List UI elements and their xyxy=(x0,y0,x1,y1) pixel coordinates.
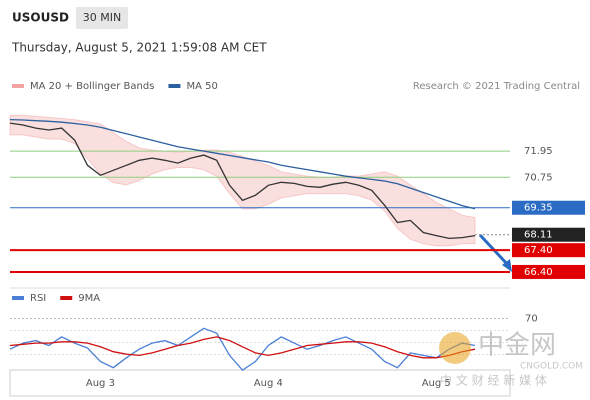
level-label: 67.40 xyxy=(524,245,553,256)
series-line xyxy=(9,336,476,359)
y-tick-label: 70 xyxy=(525,313,538,324)
interval[interactable]: 30 MIN xyxy=(83,11,121,24)
legend-swatch xyxy=(12,84,24,88)
legend-label: RSI xyxy=(30,293,46,304)
level-label-box xyxy=(512,200,585,215)
level-label-box xyxy=(512,243,585,258)
datetime: Thursday, August 5, 2021 1:59:08 AM CET xyxy=(11,41,267,55)
watermark-site: CNGOLD.COM xyxy=(520,362,583,372)
level-label: 69.35 xyxy=(524,203,553,214)
series-line xyxy=(9,118,476,210)
x-tick-label: Aug 3 xyxy=(86,378,115,389)
legend-label: MA 50 xyxy=(186,81,217,92)
series-line xyxy=(9,327,476,372)
legend-swatch xyxy=(168,84,181,88)
x-tick-label: Aug 5 xyxy=(422,378,451,389)
watermark: 中金网 CNGOLD.COM 中 文 财 经 新 媒 体 xyxy=(439,331,583,388)
symbol: USOUSD xyxy=(12,11,69,25)
interval-button[interactable] xyxy=(76,7,128,29)
legend-swatch xyxy=(60,296,73,300)
level-label-box xyxy=(512,227,585,242)
level-label: 66.40 xyxy=(524,267,553,278)
level-label-box xyxy=(512,264,585,279)
x-tick-label: Aug 4 xyxy=(254,378,283,389)
forecast-arrow-head xyxy=(502,259,512,272)
series-line xyxy=(9,122,476,240)
level-label: 71.95 xyxy=(524,146,553,157)
legend-label: MA 20 + Bollinger Bands xyxy=(30,81,154,92)
level-label: 68.11 xyxy=(524,230,553,241)
level-label: 70.75 xyxy=(524,172,553,183)
credit: Research © 2021 Trading Central xyxy=(413,81,580,92)
legend-label: 9MA xyxy=(78,293,100,304)
legend-swatch xyxy=(12,296,24,300)
x-axis-box xyxy=(9,369,511,397)
watermark-name: 中金网 xyxy=(478,331,556,361)
watermark-slogan: 中 文 财 经 新 媒 体 xyxy=(440,373,547,388)
watermark-logo xyxy=(439,332,471,364)
